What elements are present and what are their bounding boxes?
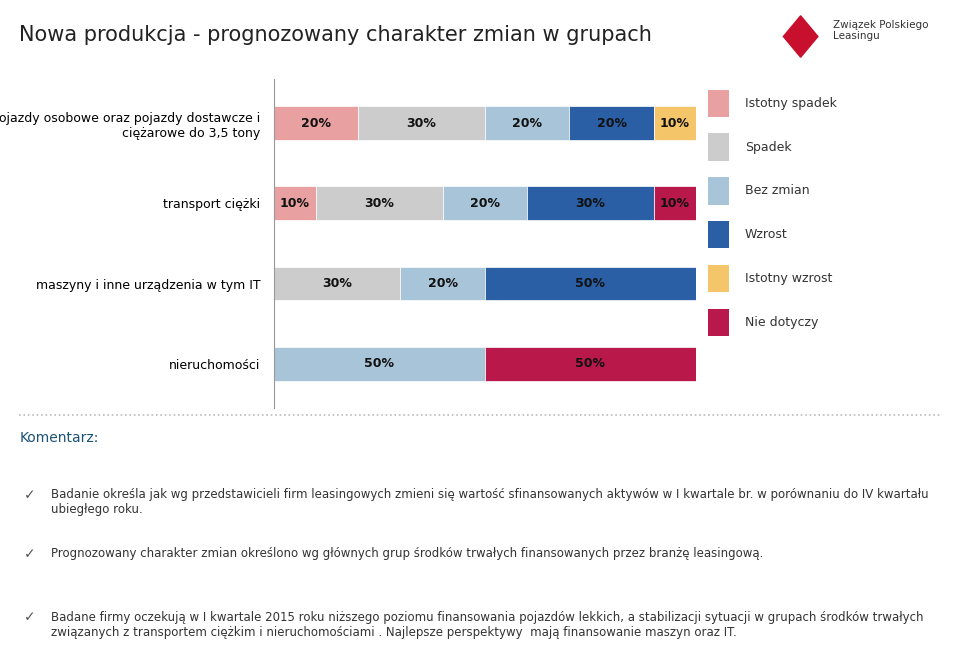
Bar [485, 266, 696, 301]
Text: 50%: 50% [364, 357, 395, 370]
Text: Istotny wzrost: Istotny wzrost [745, 272, 832, 285]
Text: 20%: 20% [469, 197, 500, 210]
Bar [443, 186, 527, 220]
Bar [274, 186, 316, 220]
Text: Związek Polskiego
Leasingu: Związek Polskiego Leasingu [833, 20, 928, 41]
Polygon shape [783, 16, 818, 57]
Text: 20%: 20% [596, 116, 627, 130]
Text: 10%: 10% [279, 197, 310, 210]
Text: Badanie określa jak wg przedstawicieli firm leasingowych zmieni się wartość sfin: Badanie określa jak wg przedstawicieli f… [52, 488, 929, 516]
Text: Komentarz:: Komentarz: [19, 431, 99, 445]
Text: 20%: 20% [512, 116, 542, 130]
Text: Spadek: Spadek [745, 141, 791, 153]
Text: ✓: ✓ [24, 488, 36, 502]
Bar [316, 186, 443, 220]
Text: ✓: ✓ [24, 611, 36, 624]
Bar [654, 186, 696, 220]
Text: 30%: 30% [364, 197, 395, 210]
Text: 30%: 30% [406, 116, 437, 130]
Bar [358, 106, 485, 140]
FancyBboxPatch shape [708, 265, 729, 292]
Text: Nowa produkcja - prognozowany charakter zmian w grupach: Nowa produkcja - prognozowany charakter … [19, 26, 652, 45]
Text: Prognozowany charakter zmian określono wg głównych grup środków trwałych finanso: Prognozowany charakter zmian określono w… [52, 547, 764, 560]
Text: ✓: ✓ [24, 547, 36, 561]
Text: Nie dotyczy: Nie dotyczy [745, 316, 818, 329]
Text: Bez zmian: Bez zmian [745, 184, 809, 197]
Bar [274, 266, 400, 301]
Text: 20%: 20% [300, 116, 331, 130]
Bar [485, 347, 696, 381]
Bar [274, 347, 485, 381]
Text: 10%: 10% [660, 116, 690, 130]
FancyBboxPatch shape [708, 178, 729, 205]
Text: 50%: 50% [575, 277, 606, 290]
Text: 30%: 30% [575, 197, 606, 210]
Text: 10%: 10% [660, 197, 690, 210]
Bar [400, 266, 485, 301]
Text: Istotny spadek: Istotny spadek [745, 97, 837, 110]
Bar [527, 186, 654, 220]
Text: Wzrost: Wzrost [745, 228, 787, 241]
Bar [485, 106, 569, 140]
Bar [274, 106, 358, 140]
FancyBboxPatch shape [708, 309, 729, 336]
Text: 30%: 30% [322, 277, 352, 290]
FancyBboxPatch shape [708, 134, 729, 161]
Bar [654, 106, 696, 140]
Text: 20%: 20% [427, 277, 458, 290]
FancyBboxPatch shape [708, 221, 729, 249]
Text: 50%: 50% [575, 357, 606, 370]
FancyBboxPatch shape [708, 89, 729, 117]
Text: Badane firmy oczekują w I kwartale 2015 roku niższego poziomu finansowania pojaz: Badane firmy oczekują w I kwartale 2015 … [52, 611, 924, 638]
Bar [569, 106, 654, 140]
